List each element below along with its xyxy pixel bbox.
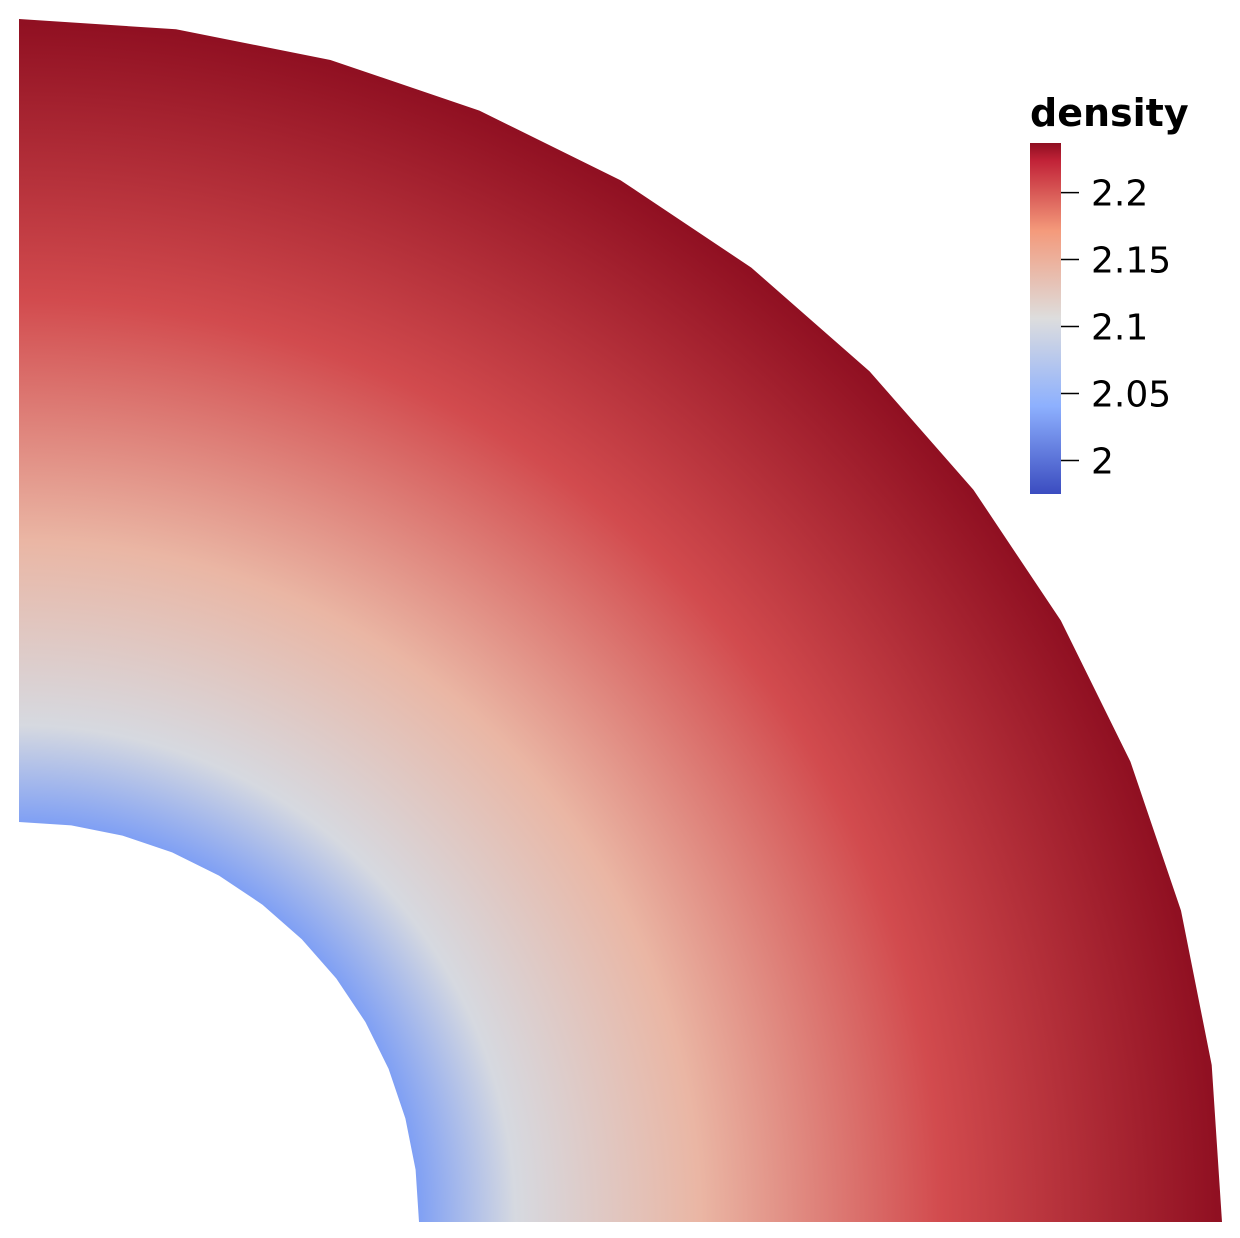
legend-color-bar <box>1030 143 1061 494</box>
legend-tick-label: 2.1 <box>1091 308 1148 349</box>
legend-tick-label: 2.15 <box>1091 241 1171 282</box>
legend-tick-label: 2.2 <box>1091 174 1148 215</box>
legend-tick-label: 2.05 <box>1091 375 1171 416</box>
legend-tick-label: 2 <box>1091 442 1114 483</box>
color-legend: density 2.2 2.15 2.1 2.05 2 <box>1030 91 1189 494</box>
quarter-annulus-field <box>19 19 1222 1222</box>
legend-ticks: 2.2 2.15 2.1 2.05 2 <box>1061 174 1171 483</box>
legend-title: density <box>1030 91 1189 135</box>
